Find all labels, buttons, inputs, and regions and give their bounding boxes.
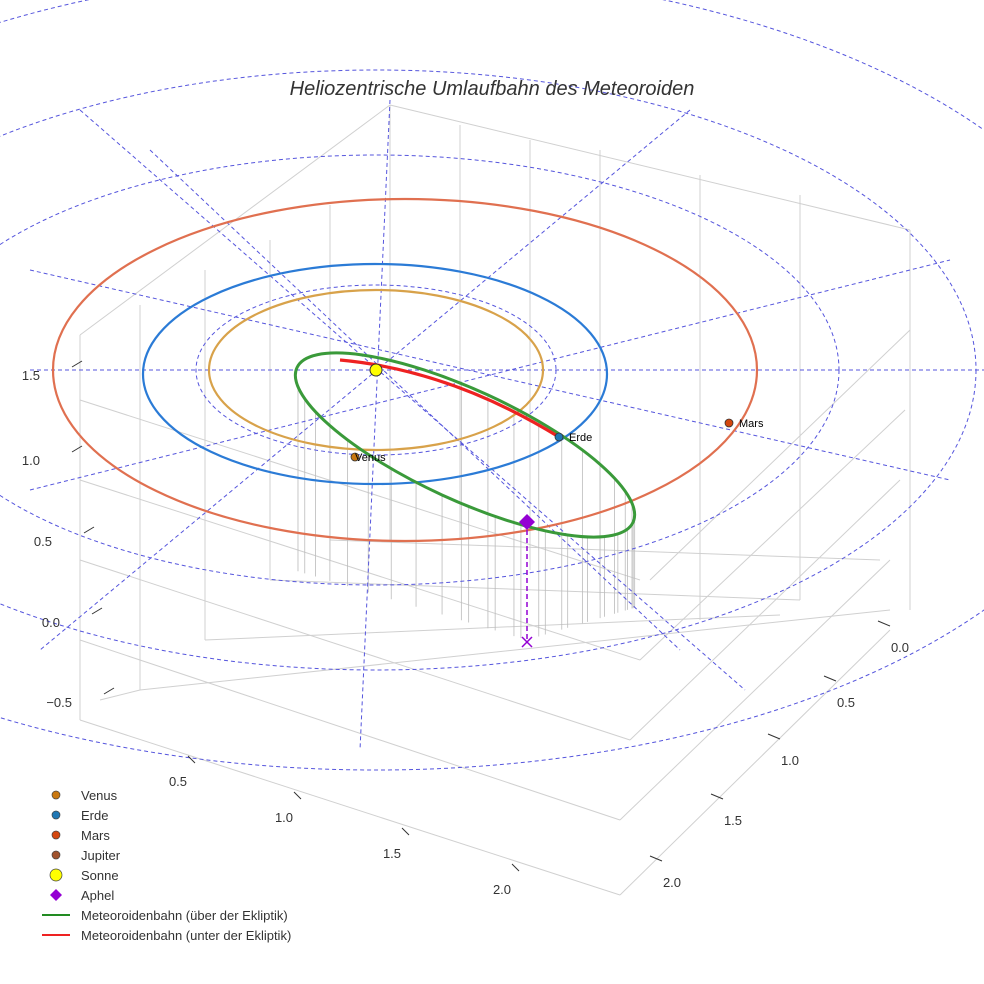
grid-line: [139, 609, 891, 691]
legend-item-meteoroidenbahn-ber-der-ekliptik--label[interactable]: Meteoroidenbahn (über der Ekliptik): [81, 908, 288, 923]
orbit-mars: [51, 197, 759, 543]
x-tick: [293, 791, 302, 800]
legend-item-jupiter-label[interactable]: Jupiter: [81, 848, 121, 863]
y-tick-label: 2.0: [663, 875, 681, 890]
planet-venus: [350, 452, 360, 462]
grid-line: [329, 539, 881, 561]
y-tick: [649, 855, 663, 862]
z-tick-label: 1.0: [22, 453, 40, 468]
z-tick: [103, 687, 115, 695]
polar-spoke: [79, 109, 746, 691]
grid-line: [79, 399, 641, 581]
y-tick: [823, 675, 837, 682]
y-tick: [877, 620, 891, 627]
z-tick-label: 0.5: [34, 534, 52, 549]
planet-mars: [724, 418, 734, 428]
grid-line: [79, 479, 641, 661]
grid-line: [204, 614, 781, 641]
y-tick-label: 0.5: [837, 695, 855, 710]
polar-ring: [0, 0, 984, 771]
legend-item-erde-label[interactable]: Erde: [81, 808, 108, 823]
x-tick: [401, 827, 410, 836]
orbit-venus: [207, 288, 545, 452]
chart-title: Heliozentrische Umlaufbahn des Meteoroid…: [290, 78, 695, 100]
ecliptic-polar-grid: [0, 0, 984, 771]
z-tick: [83, 526, 95, 534]
legend-item-erde-swatch: [51, 810, 61, 820]
z-tick: [71, 360, 83, 368]
polar-spoke: [29, 269, 951, 481]
z-tick: [71, 445, 83, 453]
orbit-meteoroid-above: [293, 351, 637, 539]
tick-labels: 1.5 1.0 0.5 0.0 −0.5 0.5 1.0 1.5 2.0 0.0 0.5 1.0 1.5…: [22, 360, 909, 897]
grid-line: [639, 409, 906, 661]
legend-item-venus-swatch: [51, 790, 61, 800]
x-tick-label: 2.0: [493, 882, 511, 897]
legend-item-sonne-swatch: [49, 868, 63, 882]
sun-marker: [369, 363, 383, 377]
grid-line: [99, 689, 141, 701]
legend-item-meteoroidenbahn-unter-der-ekliptik--label[interactable]: Meteoroidenbahn (unter der Ekliptik): [81, 928, 291, 943]
y-tick: [710, 793, 724, 800]
planet-label: Venus: [355, 452, 386, 464]
x-tick: [187, 755, 196, 764]
aphel-projection-marker: [521, 636, 533, 648]
grid-line: [79, 559, 631, 741]
x-tick-label: 1.0: [275, 810, 293, 825]
z-tick-label: 0.0: [42, 615, 60, 630]
polar-spoke: [149, 149, 681, 651]
y-tick-label: 1.0: [781, 753, 799, 768]
grid-line: [79, 639, 621, 821]
legend-item-jupiter-swatch: [51, 850, 61, 860]
legend-item-venus-label[interactable]: Venus: [81, 788, 118, 803]
grid-line: [629, 479, 901, 741]
grid-line: [269, 579, 801, 601]
orbits: [51, 197, 759, 648]
x-tick: [511, 863, 520, 872]
z-tick: [91, 607, 103, 615]
z-tick-label: 1.5: [22, 368, 40, 383]
legend-item-mars-swatch: [51, 830, 61, 840]
legend-item-sonne-label[interactable]: Sonne: [81, 868, 119, 883]
x-tick-label: 1.5: [383, 846, 401, 861]
polar-spoke: [359, 99, 391, 751]
grid-line: [619, 559, 891, 821]
polar-ring: [0, 154, 840, 586]
y-tick-label: 0.0: [891, 640, 909, 655]
legend[interactable]: Venus Erde Mars Jupiter Sonne Aphel Meteoroide…: [42, 788, 291, 943]
grid-line: [649, 329, 911, 581]
planet-erde: [554, 432, 564, 442]
axis-box-grid: [79, 104, 911, 896]
orbit-erde: [141, 262, 609, 486]
planet-label: Erde: [569, 432, 592, 444]
grid-line: [619, 629, 891, 896]
legend-item-aphel-label[interactable]: Aphel: [81, 888, 114, 903]
points: Venus Erde Mars: [350, 363, 764, 530]
planet-label: Mars: [739, 418, 764, 430]
polar-spoke: [39, 109, 691, 651]
y-tick-label: 1.5: [724, 813, 742, 828]
x-tick-label: 0.5: [169, 774, 187, 789]
legend-item-aphel-swatch: [50, 889, 62, 901]
y-tick: [767, 733, 781, 740]
grid-line: [389, 104, 911, 231]
drop-lines: [297, 383, 636, 639]
orbit-meteoroid-below: [339, 358, 560, 439]
grid-line: [79, 719, 621, 896]
z-tick-label: −0.5: [46, 695, 72, 710]
legend-item-mars-label[interactable]: Mars: [81, 828, 110, 843]
aphel-marker: [519, 514, 535, 530]
